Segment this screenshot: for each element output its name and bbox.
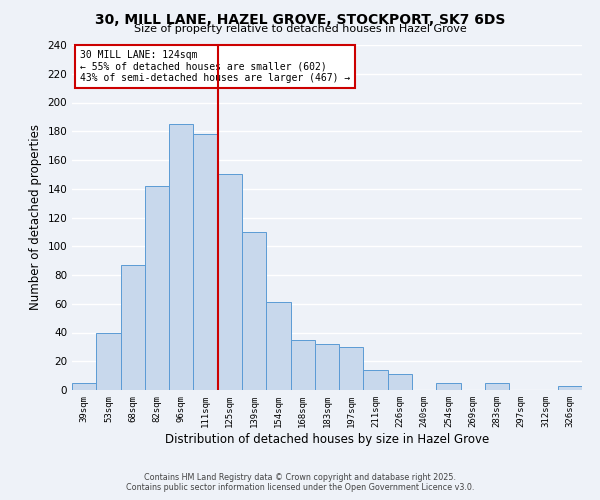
Bar — [436, 383, 461, 390]
Bar — [145, 186, 169, 390]
Bar — [339, 347, 364, 390]
Bar — [485, 383, 509, 390]
X-axis label: Distribution of detached houses by size in Hazel Grove: Distribution of detached houses by size … — [165, 432, 489, 446]
Bar — [266, 302, 290, 390]
Bar — [364, 370, 388, 390]
Bar — [558, 386, 582, 390]
Y-axis label: Number of detached properties: Number of detached properties — [29, 124, 42, 310]
Bar — [315, 344, 339, 390]
Text: 30 MILL LANE: 124sqm
← 55% of detached houses are smaller (602)
43% of semi-deta: 30 MILL LANE: 124sqm ← 55% of detached h… — [80, 50, 350, 84]
Bar — [218, 174, 242, 390]
Text: 30, MILL LANE, HAZEL GROVE, STOCKPORT, SK7 6DS: 30, MILL LANE, HAZEL GROVE, STOCKPORT, S… — [95, 12, 505, 26]
Bar — [388, 374, 412, 390]
Bar — [193, 134, 218, 390]
Bar — [96, 332, 121, 390]
Text: Contains HM Land Registry data © Crown copyright and database right 2025.
Contai: Contains HM Land Registry data © Crown c… — [126, 473, 474, 492]
Text: Size of property relative to detached houses in Hazel Grove: Size of property relative to detached ho… — [134, 24, 466, 34]
Bar — [169, 124, 193, 390]
Bar — [290, 340, 315, 390]
Bar — [242, 232, 266, 390]
Bar — [121, 265, 145, 390]
Bar — [72, 383, 96, 390]
